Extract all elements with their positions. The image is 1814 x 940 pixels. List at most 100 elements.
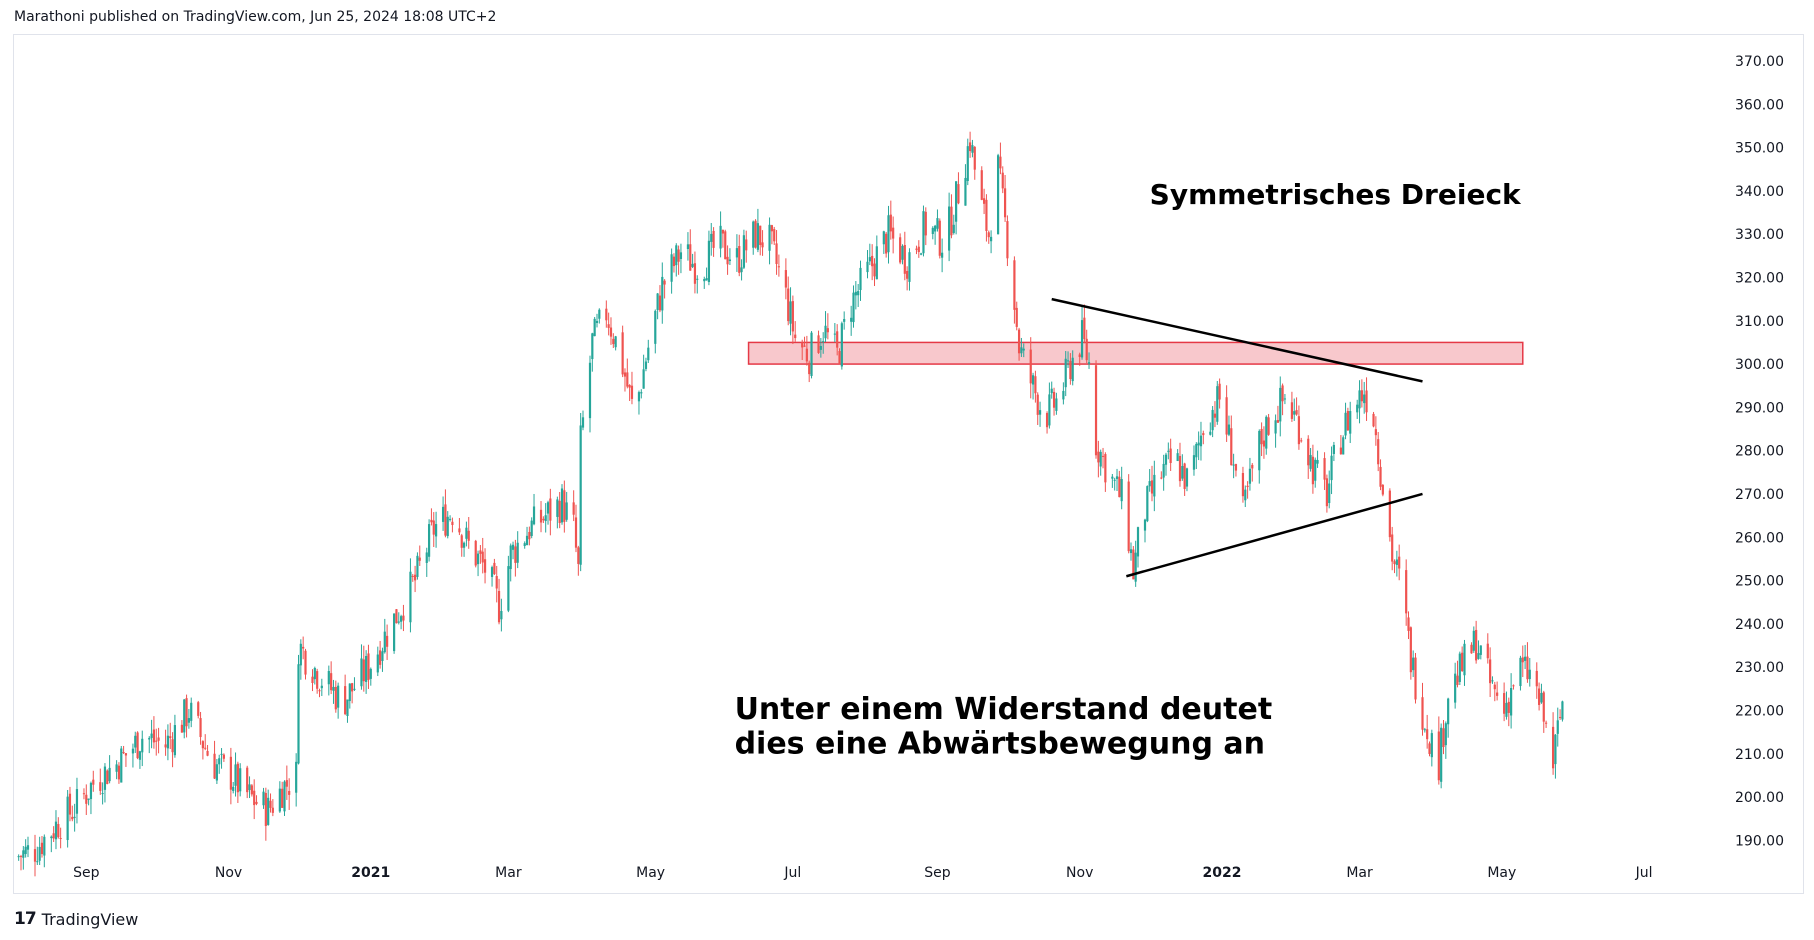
candle-body: [640, 392, 643, 394]
candle-body: [1442, 728, 1445, 748]
candle-body: [1332, 444, 1335, 454]
y-axis[interactable]: 370.00 360.00 350.00 340.00 330.00 320.00 310.…: [1735, 54, 1784, 849]
publisher-line: Marathoni published on TradingView.com, …: [14, 9, 497, 25]
candle-body: [1561, 701, 1564, 720]
candle-body: [264, 792, 267, 826]
candle-body: [441, 506, 445, 522]
candle-body: [38, 846, 41, 861]
candle-body: [1244, 489, 1247, 501]
candle-body: [530, 520, 533, 536]
candle-body: [201, 741, 204, 749]
candle-body: [1055, 398, 1058, 411]
candle-body: [157, 737, 160, 741]
candle-body: [1381, 484, 1384, 495]
candle-body: [938, 220, 941, 256]
candle-body: [1496, 692, 1499, 696]
y-tick-label: 250.00: [1735, 574, 1784, 590]
candle-body: [982, 198, 986, 204]
candle-body: [1542, 692, 1545, 722]
candle-body: [369, 668, 372, 679]
candle-body: [103, 766, 107, 790]
candle-body: [1195, 443, 1198, 458]
resistance-zone-layer: [747, 341, 1524, 365]
candle-body: [332, 686, 335, 691]
candle-body: [1181, 465, 1184, 479]
trendlines: [1051, 297, 1423, 578]
y-tick-label: 290.00: [1735, 400, 1784, 416]
annotation-text: Symmetrisches Dreieck: [1150, 178, 1522, 211]
candle-body: [838, 351, 841, 364]
candle-body: [1356, 404, 1359, 413]
candle-body: [427, 524, 431, 557]
candle-body: [299, 643, 302, 666]
candle-body: [1218, 383, 1221, 400]
candle-body: [1323, 458, 1326, 480]
candle-body: [1339, 447, 1342, 455]
candle-body: [756, 223, 759, 250]
candle-body: [99, 782, 102, 791]
y-tick-label: 320.00: [1735, 270, 1784, 286]
candle-body: [509, 545, 512, 570]
candle-body: [1260, 428, 1263, 445]
candle-body: [656, 293, 659, 310]
candle-body: [365, 655, 368, 682]
candle-body: [33, 849, 37, 862]
candle-body: [1316, 460, 1319, 464]
candle-body: [626, 372, 629, 387]
candle-body: [152, 729, 156, 743]
candle-body: [1412, 657, 1415, 671]
candle-body: [302, 646, 305, 649]
candle-body: [141, 738, 144, 753]
candle-body: [936, 218, 939, 229]
candle-body: [525, 535, 529, 546]
candle-body: [1309, 454, 1312, 469]
candle-body: [1097, 451, 1100, 463]
trendline-upper: [1051, 297, 1423, 383]
candle-body: [120, 748, 123, 783]
candle-body: [836, 331, 839, 348]
candle-body: [1080, 320, 1084, 358]
candle-body: [628, 385, 631, 388]
candle-body: [367, 653, 370, 681]
candle-body: [859, 267, 862, 291]
candle-body: [516, 542, 519, 563]
candle-body: [642, 369, 645, 389]
candle-body: [1113, 479, 1116, 481]
candle-body: [1538, 688, 1541, 705]
candle-body: [677, 249, 680, 262]
candle-body: [563, 490, 566, 522]
candle-body: [173, 725, 177, 756]
y-tick-label: 260.00: [1735, 530, 1784, 546]
candle-body: [57, 824, 60, 838]
candle-body: [169, 736, 172, 739]
candle-body: [647, 347, 650, 361]
price-chart[interactable]: Symmetrisches Dreieck Unter einem Widerst…: [14, 35, 1803, 893]
chart-frame[interactable]: Symmetrisches Dreieck Unter einem Widerst…: [13, 34, 1804, 894]
candle-body: [59, 837, 62, 839]
candle-body: [1507, 701, 1510, 713]
candle-body: [481, 551, 484, 563]
candle-body: [1192, 455, 1196, 470]
candle-body: [889, 214, 892, 232]
candle-body: [770, 225, 773, 232]
candle-body: [728, 259, 732, 262]
candle-body: [1227, 424, 1231, 435]
candle-body: [1505, 702, 1508, 717]
tradingview-logo[interactable]: 17 TradingView: [14, 909, 138, 929]
candle-body: [1440, 727, 1443, 782]
candle-body: [738, 246, 741, 273]
candle-body: [1178, 455, 1182, 482]
candle-body: [1398, 556, 1401, 569]
candle-body: [458, 528, 461, 533]
y-tick-label: 210.00: [1735, 747, 1784, 763]
candle-body: [376, 654, 379, 673]
annotation-text: Unter einem Widerstand deutet: [735, 692, 1273, 727]
candle-body: [1216, 386, 1219, 422]
x-axis[interactable]: Sep Nov 2021 Mar May Jul Sep Nov 2022 Mar May Jul: [73, 865, 1652, 881]
candle-body: [868, 257, 871, 262]
y-tick-label: 360.00: [1735, 97, 1784, 113]
candle-body: [106, 770, 109, 784]
candle-body: [670, 254, 673, 282]
candle-body: [854, 291, 857, 296]
candle-body: [1020, 347, 1023, 354]
